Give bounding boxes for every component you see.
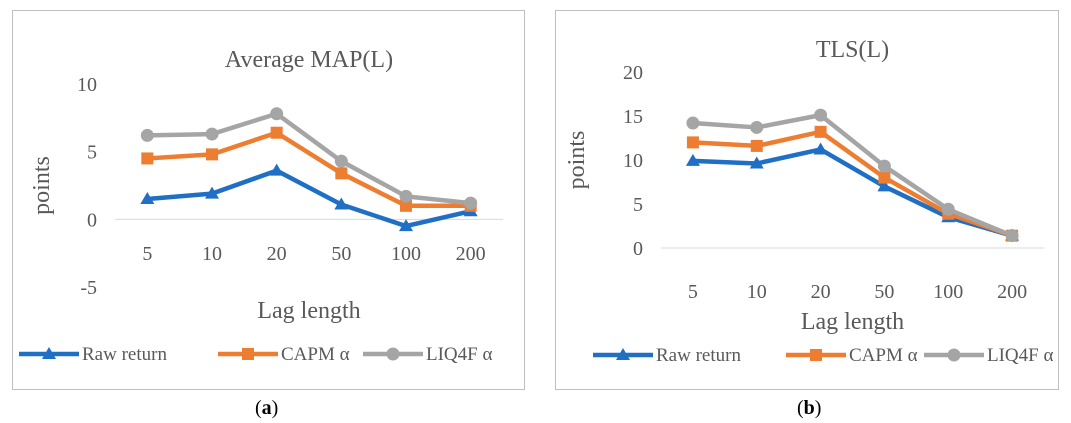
legend-marker xyxy=(386,347,400,361)
data-point xyxy=(270,126,283,139)
y-tick-label: -5 xyxy=(80,277,97,299)
legend-label: Raw return xyxy=(656,345,741,366)
y-tick-label: 15 xyxy=(623,106,643,128)
x-tick-label: 20 xyxy=(267,243,287,265)
data-point xyxy=(814,125,827,138)
data-point xyxy=(269,163,284,176)
series-line xyxy=(147,130,471,209)
data-point xyxy=(399,189,413,203)
data-point xyxy=(749,156,764,169)
legend-label: Raw return xyxy=(82,344,167,365)
x-tick-label: 100 xyxy=(933,281,963,303)
y-tick-label: 5 xyxy=(633,194,643,216)
chart-b: TLS(L) 0 5 10 15 20 5 10 20 50 100 200 points Lag len… xyxy=(564,37,1053,366)
chart-panel-b: TLS(L) 0 5 10 15 20 5 10 20 50 100 200 points Lag len… xyxy=(555,10,1059,390)
data-point xyxy=(464,196,478,210)
legend-label: LIQ4F α xyxy=(426,344,492,365)
data-point xyxy=(686,136,699,149)
x-tick-label: 200 xyxy=(456,243,486,265)
chart-title: Average MAP(L) xyxy=(225,47,393,73)
chart-title: TLS(L) xyxy=(816,37,889,63)
x-tick-label: 5 xyxy=(142,243,152,265)
y-axis-title: points xyxy=(29,156,55,215)
y-tick-label: 0 xyxy=(633,238,643,260)
chart-a: Average MAP(L) -5 0 5 10 5 10 20 50 100 200 points L… xyxy=(19,47,503,365)
series-line xyxy=(692,129,1013,238)
legend-marker xyxy=(242,348,254,360)
data-point xyxy=(814,108,828,122)
y-tick-label: 10 xyxy=(623,150,643,172)
data-point xyxy=(750,120,764,134)
data-point xyxy=(877,179,892,192)
x-tick-label: 5 xyxy=(688,281,698,303)
data-point xyxy=(334,154,348,168)
x-axis-title: Lag length xyxy=(801,309,904,335)
data-point xyxy=(877,159,891,173)
chart-panel-a: Average MAP(L) -5 0 5 10 5 10 20 50 100 200 points L… xyxy=(12,10,525,390)
data-point xyxy=(205,127,219,141)
legend-label: CAPM α xyxy=(849,345,918,366)
data-point xyxy=(141,152,154,165)
caption-a: (a) xyxy=(255,397,279,419)
data-point xyxy=(1005,229,1019,243)
data-point xyxy=(205,186,219,199)
data-point xyxy=(206,148,218,161)
data-point xyxy=(813,142,828,155)
data-point xyxy=(335,167,348,180)
data-point xyxy=(750,139,763,152)
legend-label: LIQ4F α xyxy=(987,345,1053,366)
x-tick-label: 20 xyxy=(811,281,831,303)
data-point xyxy=(334,197,349,210)
data-point xyxy=(878,171,891,184)
x-axis-title: Lag length xyxy=(257,298,360,324)
x-tick-label: 50 xyxy=(331,243,351,265)
legend-label: CAPM α xyxy=(281,344,350,365)
x-tick-label: 50 xyxy=(874,281,894,303)
data-point xyxy=(140,192,155,205)
x-tick-label: 10 xyxy=(202,243,222,265)
caption-b: (b) xyxy=(797,397,822,419)
legend-marker xyxy=(42,347,56,359)
series-line xyxy=(692,112,1013,238)
y-tick-label: 0 xyxy=(87,209,97,231)
data-point xyxy=(140,128,154,142)
series-line xyxy=(692,147,1013,238)
x-tick-label: 200 xyxy=(997,281,1027,303)
data-point xyxy=(400,199,412,212)
data-point xyxy=(270,107,284,121)
y-tick-label: 5 xyxy=(87,142,97,164)
series-line xyxy=(147,168,472,229)
legend-marker xyxy=(810,349,822,361)
data-point xyxy=(399,219,413,232)
y-tick-label: 10 xyxy=(77,74,97,96)
data-point xyxy=(685,153,700,166)
x-tick-label: 100 xyxy=(391,243,421,265)
y-tick-label: 20 xyxy=(623,62,643,84)
x-tick-label: 10 xyxy=(747,281,767,303)
data-point xyxy=(941,202,955,216)
y-axis-title: points xyxy=(564,131,590,190)
legend-marker xyxy=(616,348,630,360)
data-point xyxy=(686,116,700,130)
legend-marker xyxy=(947,348,961,362)
series-line xyxy=(147,111,471,206)
